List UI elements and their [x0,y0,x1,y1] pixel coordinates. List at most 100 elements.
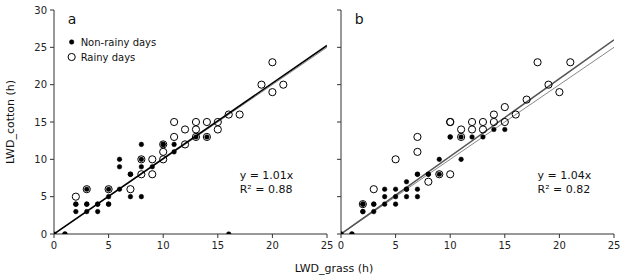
point [161,142,166,147]
open-point [258,81,265,88]
annotation: y = 1.04x [538,169,592,182]
point [172,142,177,147]
open-point [534,59,541,66]
y-tick [50,234,54,235]
open-point [468,126,475,133]
x-tick-label: 0 [338,240,344,251]
y-tick [50,159,54,160]
y-tick [337,196,341,197]
point [404,194,409,199]
point [150,165,155,170]
point [95,209,100,214]
point [371,202,376,207]
x-tick-label: 25 [321,240,334,251]
y-tick [50,84,54,85]
y-tick-label: 10 [34,154,47,165]
open-point [269,89,276,96]
open-point [370,186,377,193]
open-point [160,156,167,163]
legend-entry: Rainy days [81,52,136,63]
y-tick [337,122,341,123]
open-point [501,118,508,125]
x-axis [341,234,614,235]
y-tick-label: 15 [34,117,47,128]
open-point [181,141,188,148]
annotation: R² = 0.88 [240,183,293,196]
open-point [479,126,486,133]
x-tick [395,234,396,238]
panel: 0510152025by = 1.04xR² = 0.82 [337,10,620,251]
point [437,157,442,162]
point [128,194,133,199]
point [404,187,409,192]
x-tick-label: 0 [51,240,57,251]
point [503,127,508,132]
open-point [458,133,465,140]
point [74,209,79,214]
point [63,232,68,234]
point [393,202,398,207]
point [172,150,177,155]
x-axis-label: LWD_grass (h) [295,262,374,275]
point [470,135,475,140]
point [350,232,355,234]
open-point [556,89,563,96]
open-point [149,171,156,178]
open-point [501,103,508,110]
point [393,187,398,192]
x-tick [559,234,560,238]
point [415,172,420,177]
open-point [203,118,210,125]
point [139,142,144,147]
y-tick [50,122,54,123]
open-point [171,118,178,125]
y-tick [50,10,54,11]
annotation: R² = 0.82 [538,183,591,196]
legend-symbol [68,53,75,60]
point [63,232,68,234]
point [415,187,420,192]
point [226,232,231,234]
open-point [414,133,421,140]
annotation: y = 1.01x [240,169,294,182]
open-point [138,171,145,178]
point [448,135,453,140]
point [361,202,366,207]
y-tick-label: 25 [34,42,47,53]
x-tick [272,234,273,238]
y-tick-label: 30 [34,5,47,16]
open-point [192,126,199,133]
line [54,45,327,234]
y-tick [337,234,341,235]
x-tick [450,234,451,238]
point [84,209,89,214]
point [361,209,366,214]
point [393,194,398,199]
x-tick-label: 20 [266,240,279,251]
x-tick-label: 20 [553,240,566,251]
point [74,202,79,207]
open-point [127,186,134,193]
point [84,202,89,207]
point [74,202,79,207]
legend: Non-rainy daysRainy days [68,37,156,63]
point [194,135,199,140]
open-point [171,133,178,140]
point [415,194,420,199]
open-point [425,178,432,185]
x-tick-label: 5 [392,240,398,251]
open-point [181,126,188,133]
line [341,47,614,234]
point [117,165,122,170]
open-point [236,111,243,118]
open-point [138,156,145,163]
open-point [214,126,221,133]
point [459,135,464,140]
plot-area [54,45,327,234]
x-tick [614,234,615,238]
panel: 0510152025051015202530ay = 1.01xR² = 0.8… [34,5,333,252]
point [404,187,409,192]
x-tick-label: 15 [498,240,511,251]
line [341,40,614,234]
point [341,232,343,234]
